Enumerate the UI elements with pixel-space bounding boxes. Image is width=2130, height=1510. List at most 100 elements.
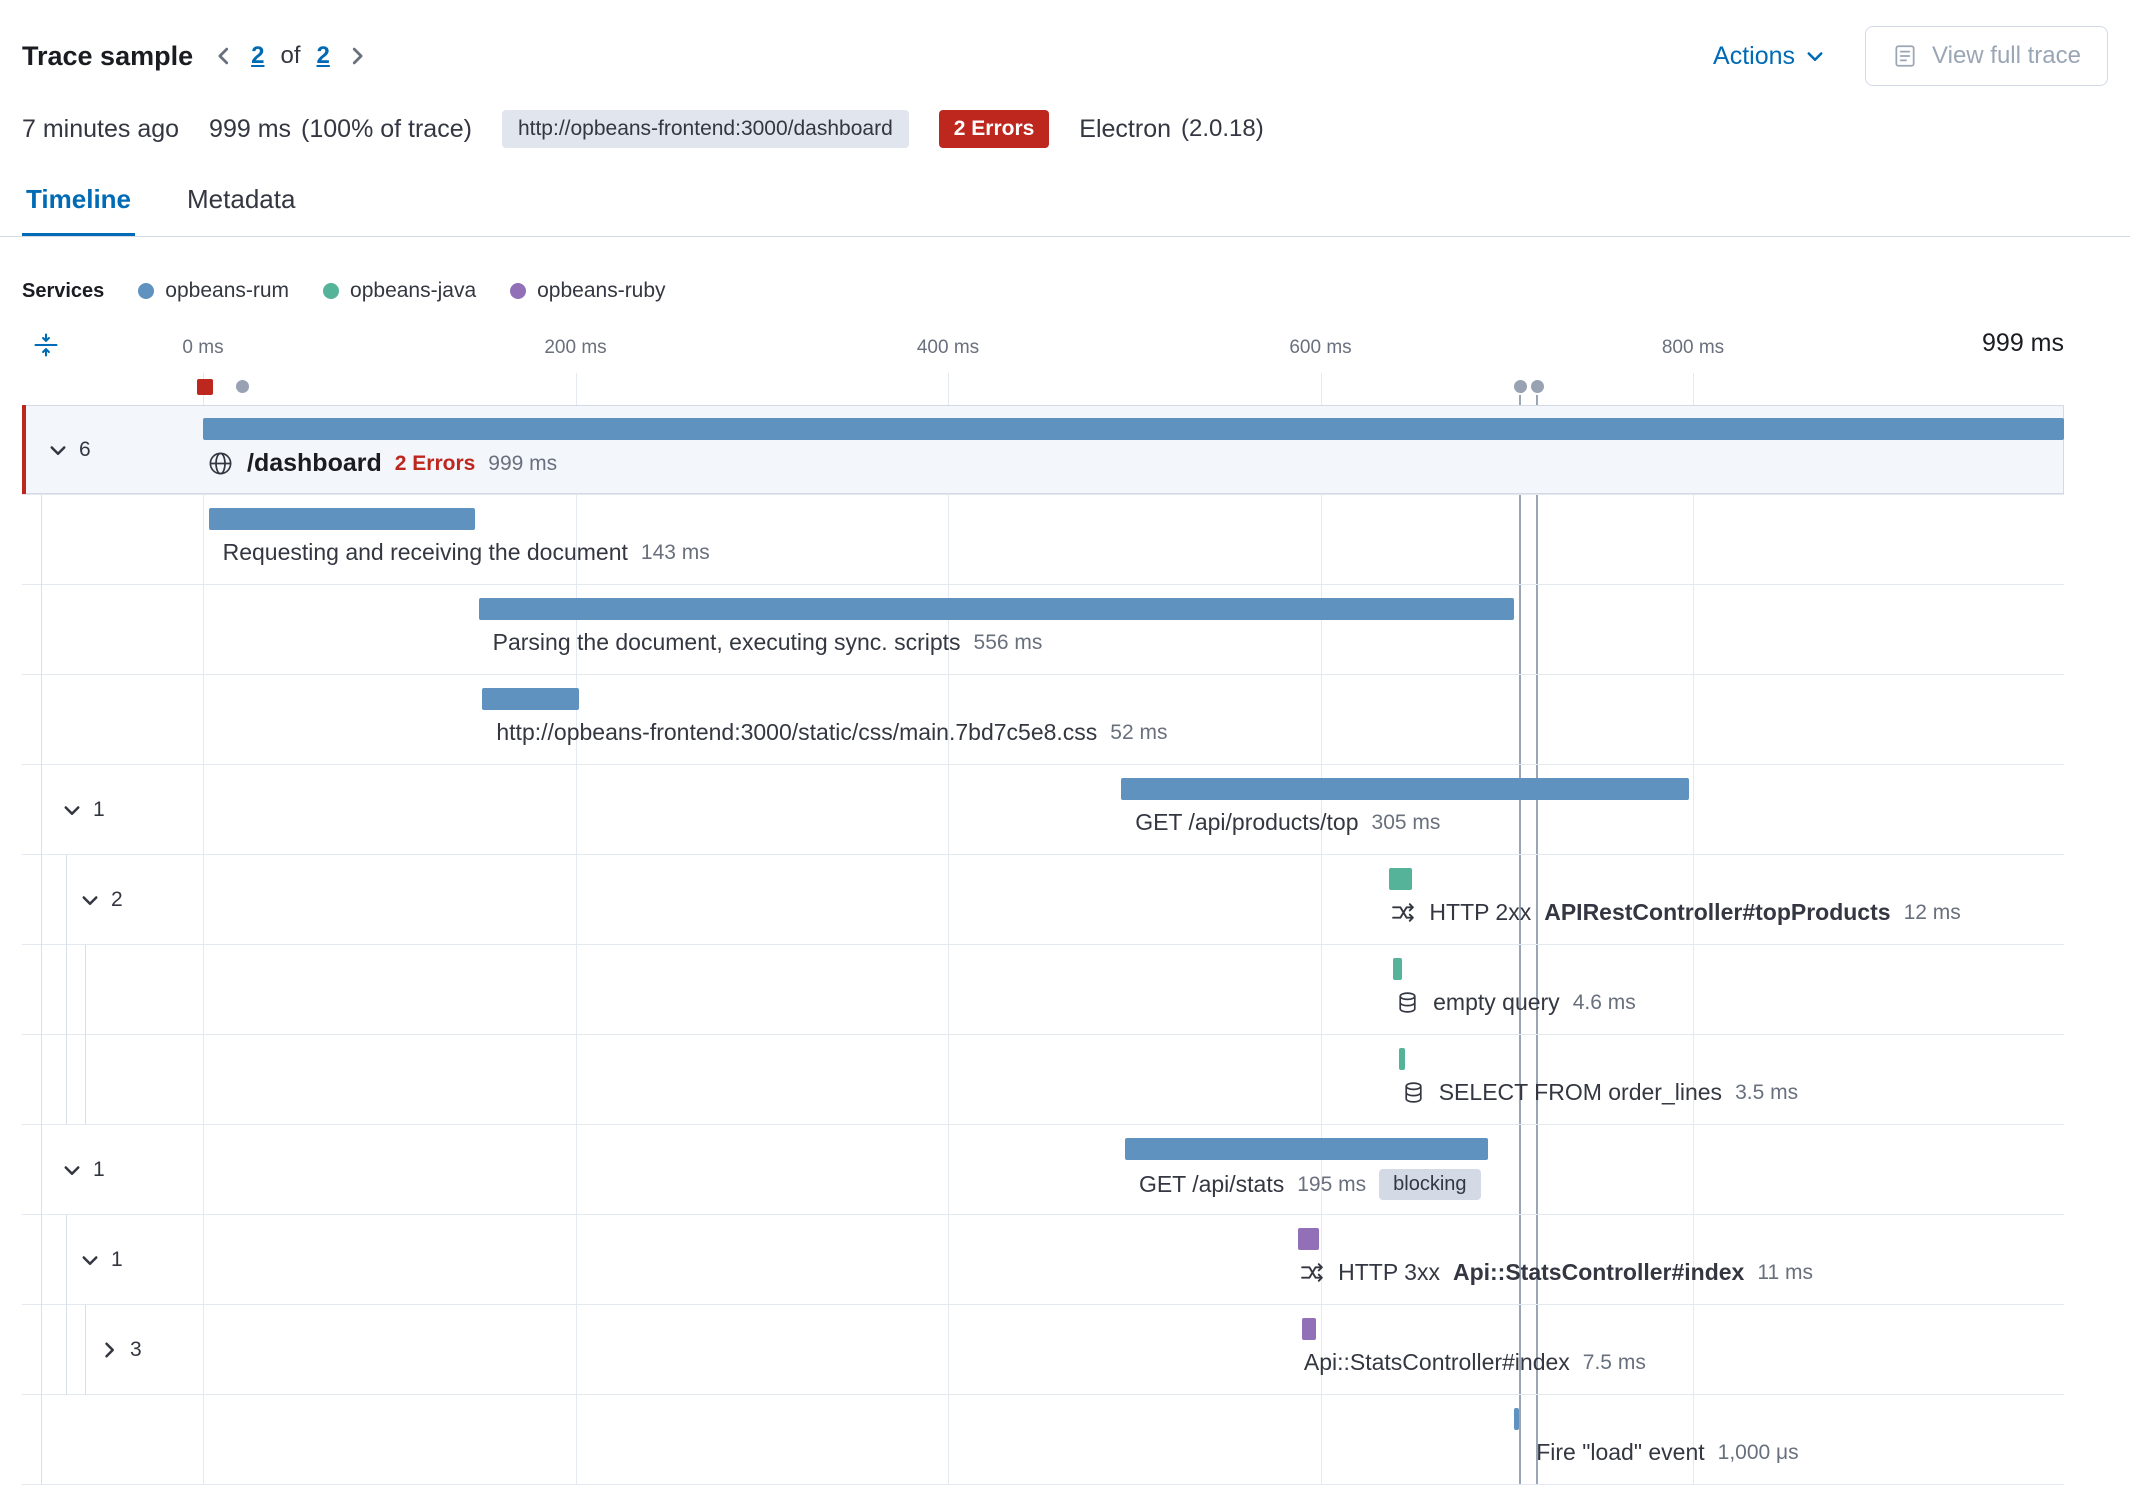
agent-mark-dot[interactable]	[1528, 378, 1546, 395]
waterfall-row: 1 GET /api/stats 195 ms blocking	[22, 1125, 2064, 1215]
accordion-toggle[interactable]: 2	[80, 888, 123, 912]
actions-label: Actions	[1713, 41, 1796, 70]
span-label[interactable]: GET /api/products/top 305 ms	[1135, 809, 1440, 836]
actions-menu-button[interactable]: Actions	[1713, 42, 1825, 71]
row-errors-label: 2 Errors	[394, 451, 476, 475]
span-label[interactable]: Requesting and receiving the document 143…	[223, 539, 710, 566]
span-name: Fire "load" event	[1536, 1439, 1705, 1465]
agent-mark-dot[interactable]	[234, 378, 252, 395]
duration-group: 999 ms (100% of trace)	[209, 115, 472, 144]
indent-guide	[41, 1305, 42, 1395]
span-bar[interactable]	[1398, 1048, 1406, 1070]
span-name: /dashboard	[247, 449, 382, 477]
indent-guide	[66, 855, 67, 945]
axis-tick-label: 600 ms	[1289, 337, 1352, 358]
waterfall-row: SELECT FROM order_lines 3.5 ms	[22, 1035, 2064, 1125]
span-name: Api::StatsController#index	[1303, 1349, 1570, 1375]
waterfall-row: Fire "load" event 1,000 μs	[22, 1395, 2064, 1485]
span-bar[interactable]	[1389, 868, 1412, 890]
merge-icon	[1391, 900, 1416, 925]
span-name: Requesting and receiving the document	[222, 539, 628, 565]
axis-tick-label: 800 ms	[1661, 337, 1725, 358]
span-bar[interactable]	[1301, 1318, 1316, 1340]
span-label[interactable]: Api::StatsController#index 7.5 ms	[1304, 1349, 1646, 1376]
indent-guide	[41, 945, 42, 1035]
agent-name: Electron	[1079, 114, 1172, 143]
span-name: GET /api/stats	[1138, 1171, 1285, 1197]
service-color-dot	[138, 283, 155, 299]
span-label[interactable]: SELECT FROM order_lines 3.5 ms	[1401, 1079, 1798, 1106]
waterfall-row: Requesting and receiving the document 143…	[22, 495, 2064, 585]
legend-item-label: opbeans-java	[350, 279, 477, 302]
indent-guide	[85, 1305, 86, 1395]
indent-guide	[85, 945, 86, 1035]
chevron-left-icon	[218, 47, 229, 65]
chevron-down-icon	[62, 800, 82, 820]
span-label[interactable]: GET /api/stats 195 ms blocking	[1139, 1169, 1481, 1200]
span-label[interactable]: Fire "load" event 1,000 μs	[1536, 1439, 1798, 1466]
accordion-toggle[interactable]: 1	[80, 1248, 123, 1272]
span-bar[interactable]	[482, 688, 580, 710]
tab-metadata[interactable]: Metadata	[187, 184, 296, 214]
span-bar[interactable]	[1298, 1228, 1319, 1250]
span-label[interactable]: Parsing the document, executing sync. sc…	[493, 629, 1043, 656]
span-label[interactable]: empty query 4.6 ms	[1395, 989, 1636, 1016]
span-bar[interactable]	[1393, 958, 1402, 980]
span-label[interactable]: http://opbeans-frontend:3000/static/css/…	[496, 719, 1167, 746]
span-bar[interactable]	[208, 508, 475, 530]
timeline-collapse-icon[interactable]	[32, 331, 60, 364]
trace-waterfall: 999 ms 0 ms 200 ms 400 ms 600 ms 800 ms 6/da…	[22, 327, 2064, 1485]
pagination-of-label: of	[280, 42, 301, 69]
span-bar[interactable]	[478, 598, 1515, 620]
errors-badge[interactable]: 2 Errors	[938, 110, 1050, 148]
accordion-toggle[interactable]: 1	[62, 798, 105, 822]
tab-bar: Timeline Metadata	[0, 148, 2130, 237]
child-count: 1	[93, 1157, 105, 1181]
view-full-trace-button[interactable]: View full trace	[1865, 26, 2108, 86]
accordion-toggle[interactable]: 6	[48, 438, 91, 462]
axis-tick-label: 400 ms	[916, 337, 980, 358]
indent-guide	[41, 765, 42, 855]
span-label[interactable]: /dashboard 2 Errors 999 ms	[207, 449, 557, 478]
legend-item-label: opbeans-ruby	[537, 279, 666, 302]
total-sample-number[interactable]: 2	[316, 42, 330, 69]
indent-guide	[66, 1035, 67, 1125]
child-count: 1	[93, 797, 105, 821]
span-label[interactable]: HTTP 2xx APIRestController#topProducts 12 …	[1391, 899, 1961, 926]
services-legend-items: opbeans-rum opbeans-java opbeans-ruby	[138, 279, 666, 303]
transaction-duration: 999 ms	[209, 114, 292, 143]
span-bar[interactable]	[1124, 1138, 1489, 1160]
agent-mark-dot[interactable]	[1511, 378, 1529, 395]
child-count: 6	[79, 437, 91, 461]
prev-sample-button[interactable]	[213, 45, 235, 67]
span-bar[interactable]	[203, 418, 2064, 440]
span-duration: 52 ms	[1110, 720, 1168, 744]
span-name: http://opbeans-frontend:3000/static/css/…	[496, 719, 1098, 745]
span-duration: 999 ms	[488, 451, 558, 475]
waterfall-row: 1 HTTP 3xx Api::StatsController#index 11 ms	[22, 1215, 2064, 1305]
span-label[interactable]: HTTP 3xx Api::StatsController#index 11 ms	[1300, 1259, 1813, 1286]
span-bar[interactable]	[1514, 1408, 1520, 1430]
view-full-trace-label: View full trace	[1932, 42, 2081, 69]
legend-item-label: opbeans-rum	[165, 279, 290, 302]
waterfall-row: Parsing the document, executing sync. sc…	[22, 585, 2064, 675]
span-bar[interactable]	[1121, 778, 1690, 800]
span-type-label: HTTP 2xx	[1429, 899, 1532, 925]
error-marker[interactable]	[196, 379, 213, 395]
chevron-down-icon	[80, 1250, 100, 1270]
span-duration: 11 ms	[1757, 1260, 1813, 1284]
services-legend: Services opbeans-rum opbeans-java opbeans-…	[0, 237, 2130, 303]
accordion-toggle[interactable]: 3	[99, 1338, 142, 1362]
span-duration: 1,000 μs	[1717, 1440, 1799, 1464]
next-sample-button[interactable]	[346, 45, 368, 67]
current-sample-number[interactable]: 2	[251, 42, 265, 69]
span-duration: 4.6 ms	[1572, 990, 1636, 1014]
services-legend-title: Services	[22, 279, 105, 302]
span-duration: 12 ms	[1903, 900, 1961, 924]
tab-timeline[interactable]: Timeline	[22, 174, 136, 236]
indent-guide	[41, 855, 42, 945]
trace-document-icon	[1895, 45, 1915, 67]
chevron-right-icon	[99, 1340, 119, 1360]
accordion-toggle[interactable]: 1	[62, 1158, 105, 1182]
